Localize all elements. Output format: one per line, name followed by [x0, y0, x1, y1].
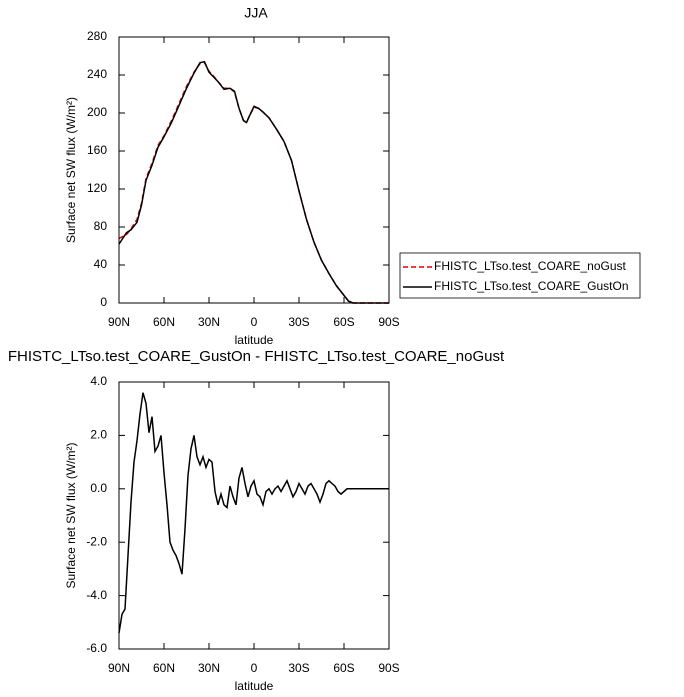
y-tick-label: 0.0: [90, 481, 107, 495]
x-tick-label: 0: [251, 315, 258, 329]
legend-label: FHISTC_LTso.test_COARE_noGust: [434, 259, 627, 273]
y-tick-label: -6.0: [86, 641, 107, 655]
x-tick-label: 60N: [153, 661, 175, 675]
chart-title: JJA: [244, 5, 268, 21]
x-tick-label: 90N: [108, 661, 130, 675]
x-tick-label: 30S: [288, 315, 309, 329]
y-tick-label: 280: [87, 29, 107, 43]
y-tick-label: 40: [94, 257, 108, 271]
y-tick-label: 160: [87, 143, 107, 157]
x-tick-label: 30N: [198, 661, 220, 675]
y-tick-label: -2.0: [86, 534, 107, 548]
series-line: [118, 392, 389, 634]
x-tick-label: 60S: [333, 315, 354, 329]
y-axis-label: Surface net SW flux (W/m²): [64, 97, 78, 243]
y-tick-label: 2.0: [90, 428, 107, 442]
x-tick-label: 0: [251, 661, 258, 675]
x-tick-label: 90N: [108, 315, 130, 329]
chart-title: FHISTC_LTso.test_COARE_GustOn - FHISTC_L…: [8, 348, 505, 365]
series-line: [118, 60, 389, 304]
x-tick-label: 30N: [198, 315, 220, 329]
legend-label: FHISTC_LTso.test_COARE_GustOn: [434, 279, 629, 293]
y-tick-label: -4.0: [86, 588, 107, 602]
x-tick-label: 60S: [333, 661, 354, 675]
y-tick-label: 240: [87, 67, 107, 81]
y-tick-label: 0: [100, 295, 107, 309]
y-tick-label: 120: [87, 181, 107, 195]
x-axis-label: latitude: [235, 679, 274, 693]
plot-frame: [118, 36, 390, 304]
y-axis-label: Surface net SW flux (W/m²): [64, 442, 78, 588]
y-tick-label: 4.0: [90, 374, 107, 388]
x-axis-label: latitude: [235, 333, 274, 347]
series-line: [118, 61, 389, 304]
y-tick-label: 80: [94, 219, 108, 233]
y-tick-label: 200: [87, 105, 107, 119]
x-tick-label: 60N: [153, 315, 175, 329]
x-tick-label: 90S: [378, 315, 399, 329]
x-tick-label: 90S: [378, 661, 399, 675]
x-tick-label: 30S: [288, 661, 309, 675]
plot-frame: [118, 381, 390, 650]
legend-box: [399, 252, 641, 299]
